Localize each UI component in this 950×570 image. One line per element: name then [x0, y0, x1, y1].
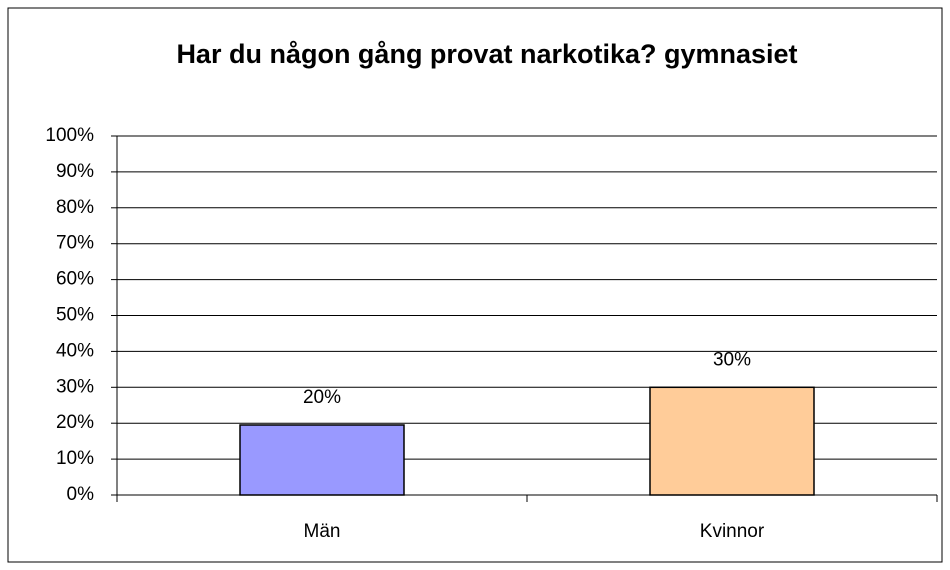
- y-tick-label: 50%: [56, 305, 94, 326]
- y-tick-label: 20%: [56, 412, 94, 433]
- y-tick-label: 80%: [56, 197, 94, 218]
- x-tick-label: Män: [304, 521, 341, 542]
- x-tick-label: Kvinnor: [700, 521, 765, 542]
- y-tick-label: 10%: [56, 448, 94, 469]
- data-label: 30%: [713, 349, 751, 370]
- y-tick-label: 100%: [45, 125, 94, 146]
- chart-title: Har du någon gång provat narkotika? gymn…: [176, 39, 797, 69]
- y-tick-label: 70%: [56, 233, 94, 254]
- data-label: 20%: [303, 387, 341, 408]
- y-tick-label: 90%: [56, 161, 94, 182]
- bar: [239, 424, 405, 496]
- y-tick-label: 30%: [56, 376, 94, 397]
- y-tick-label: 60%: [56, 269, 94, 290]
- y-tick-label: 40%: [56, 340, 94, 361]
- y-tick-label: 0%: [67, 484, 95, 505]
- bar: [649, 386, 815, 496]
